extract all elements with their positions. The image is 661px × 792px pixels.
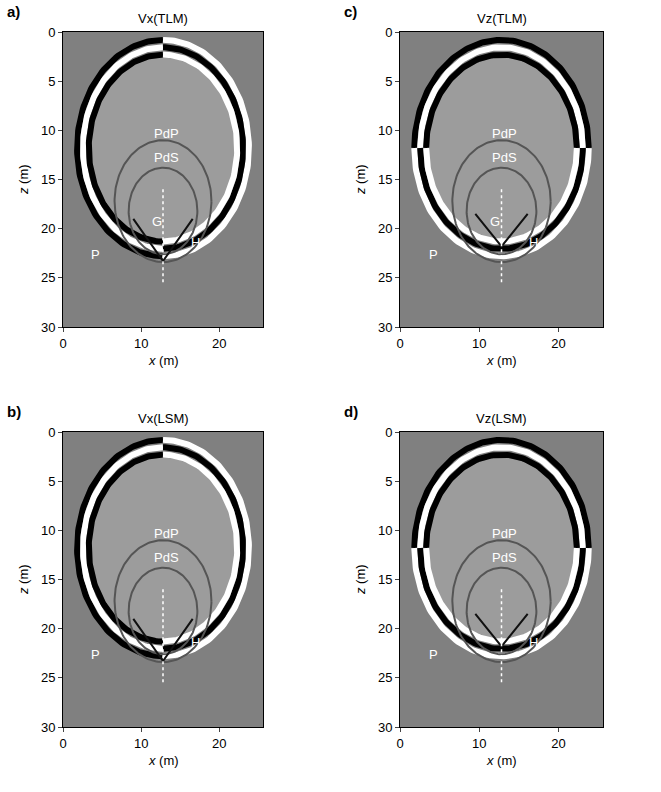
svg-text:10: 10 bbox=[472, 736, 486, 751]
svg-text:z (m): z (m) bbox=[16, 564, 31, 595]
svg-text:P: P bbox=[91, 647, 100, 662]
svg-text:5: 5 bbox=[48, 74, 55, 89]
svg-text:30: 30 bbox=[41, 320, 55, 335]
svg-text:0: 0 bbox=[396, 736, 403, 751]
svg-text:25: 25 bbox=[41, 270, 55, 285]
svg-text:z (m): z (m) bbox=[353, 564, 368, 595]
svg-text:10: 10 bbox=[134, 336, 148, 351]
svg-text:P: P bbox=[429, 247, 438, 262]
svg-text:10: 10 bbox=[134, 736, 148, 751]
svg-text:0: 0 bbox=[59, 336, 66, 351]
svg-text:x (m): x (m) bbox=[486, 753, 517, 768]
svg-text:5: 5 bbox=[48, 474, 55, 489]
svg-text:PdP: PdP bbox=[492, 126, 517, 141]
svg-text:15: 15 bbox=[378, 572, 392, 587]
svg-text:x (m): x (m) bbox=[486, 353, 517, 368]
svg-text:0: 0 bbox=[59, 736, 66, 751]
svg-text:x (m): x (m) bbox=[148, 753, 179, 768]
svg-text:a): a) bbox=[7, 3, 20, 20]
svg-text:H: H bbox=[191, 235, 200, 250]
svg-text:10: 10 bbox=[472, 336, 486, 351]
svg-text:20: 20 bbox=[212, 736, 226, 751]
svg-text:20: 20 bbox=[41, 621, 55, 636]
svg-text:30: 30 bbox=[41, 720, 55, 735]
svg-text:PdS: PdS bbox=[492, 150, 517, 165]
svg-text:P: P bbox=[429, 647, 438, 662]
svg-text:10: 10 bbox=[378, 123, 392, 138]
svg-text:20: 20 bbox=[41, 221, 55, 236]
svg-text:20: 20 bbox=[378, 221, 392, 236]
svg-text:PdS: PdS bbox=[154, 550, 179, 565]
svg-text:z (m): z (m) bbox=[16, 164, 31, 195]
svg-text:0: 0 bbox=[396, 336, 403, 351]
svg-text:0: 0 bbox=[48, 25, 55, 40]
svg-text:H: H bbox=[191, 635, 200, 650]
svg-text:PdP: PdP bbox=[154, 526, 179, 541]
svg-text:c): c) bbox=[344, 3, 357, 20]
svg-text:PdP: PdP bbox=[154, 126, 179, 141]
svg-text:0: 0 bbox=[385, 25, 392, 40]
svg-text:x (m): x (m) bbox=[148, 353, 179, 368]
svg-text:PdS: PdS bbox=[154, 150, 179, 165]
svg-text:P: P bbox=[91, 247, 100, 262]
svg-text:10: 10 bbox=[41, 523, 55, 538]
svg-text:10: 10 bbox=[378, 523, 392, 538]
svg-text:30: 30 bbox=[378, 720, 392, 735]
svg-text:G: G bbox=[490, 214, 500, 229]
svg-text:15: 15 bbox=[41, 572, 55, 587]
svg-text:20: 20 bbox=[212, 336, 226, 351]
svg-text:G: G bbox=[152, 214, 162, 229]
svg-text:d): d) bbox=[344, 403, 358, 420]
svg-text:10: 10 bbox=[41, 123, 55, 138]
svg-text:Vx(TLM): Vx(TLM) bbox=[138, 11, 188, 26]
svg-text:25: 25 bbox=[378, 270, 392, 285]
svg-text:20: 20 bbox=[378, 621, 392, 636]
svg-text:5: 5 bbox=[385, 74, 392, 89]
svg-text:15: 15 bbox=[41, 172, 55, 187]
svg-text:30: 30 bbox=[378, 320, 392, 335]
svg-text:15: 15 bbox=[378, 172, 392, 187]
svg-text:PdS: PdS bbox=[492, 550, 517, 565]
svg-text:H: H bbox=[529, 635, 538, 650]
svg-text:Vz(LSM): Vz(LSM) bbox=[476, 411, 527, 426]
svg-text:20: 20 bbox=[551, 336, 565, 351]
svg-text:5: 5 bbox=[385, 474, 392, 489]
svg-text:Vz(TLM): Vz(TLM) bbox=[477, 11, 527, 26]
svg-text:PdP: PdP bbox=[492, 526, 517, 541]
svg-text:0: 0 bbox=[48, 425, 55, 440]
svg-text:0: 0 bbox=[385, 425, 392, 440]
svg-text:20: 20 bbox=[551, 736, 565, 751]
svg-text:z (m): z (m) bbox=[353, 164, 368, 195]
svg-text:b): b) bbox=[7, 403, 21, 420]
svg-text:25: 25 bbox=[378, 670, 392, 685]
svg-text:H: H bbox=[529, 235, 538, 250]
svg-text:25: 25 bbox=[41, 670, 55, 685]
svg-text:Vx(LSM): Vx(LSM) bbox=[138, 411, 189, 426]
